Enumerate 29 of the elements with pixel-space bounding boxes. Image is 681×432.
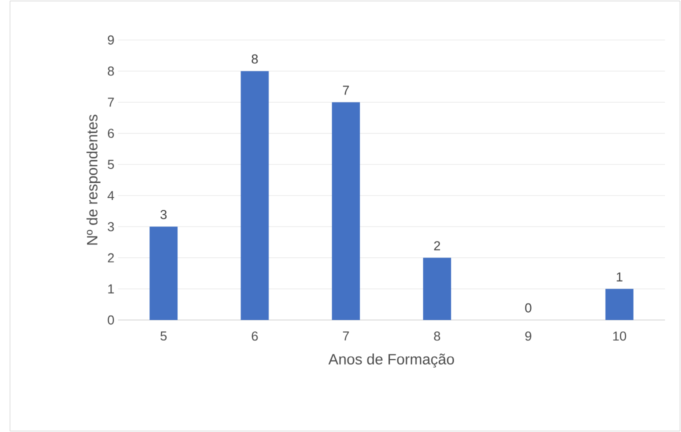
y-tick-label: 7	[108, 98, 114, 107]
x-axis-title: Anos de Formação	[328, 354, 454, 368]
y-tick-label: 9	[108, 35, 114, 45]
bar	[423, 258, 452, 320]
data-label: 7	[342, 86, 349, 95]
bar	[332, 102, 360, 320]
bar	[150, 226, 178, 320]
y-tick-label: 3	[108, 222, 114, 232]
bar	[605, 288, 634, 320]
x-tick-label: 6	[252, 332, 258, 341]
y-axis-title: Nº de respondentes	[86, 114, 100, 245]
x-tick-label: 5	[160, 332, 167, 341]
y-tick-label: 8	[108, 66, 114, 76]
data-label: 3	[160, 210, 167, 220]
y-tick-label: 4	[108, 191, 114, 200]
data-label: 1	[616, 272, 622, 282]
x-tick-label: 7	[342, 332, 349, 340]
x-tick-label: 10	[613, 332, 626, 341]
x-tick-label: 8	[434, 332, 440, 341]
y-tick-label: 1	[108, 284, 114, 294]
y-tick-label: 6	[108, 128, 114, 138]
data-label: 8	[252, 54, 258, 64]
y-tick-label: 0	[108, 315, 114, 325]
data-label: 2	[434, 241, 440, 250]
data-label: 0	[525, 303, 532, 312]
y-tick-label: 2	[108, 253, 114, 262]
x-tick-label: 9	[525, 332, 532, 341]
y-tick-label: 5	[108, 160, 114, 169]
bar	[240, 71, 269, 320]
